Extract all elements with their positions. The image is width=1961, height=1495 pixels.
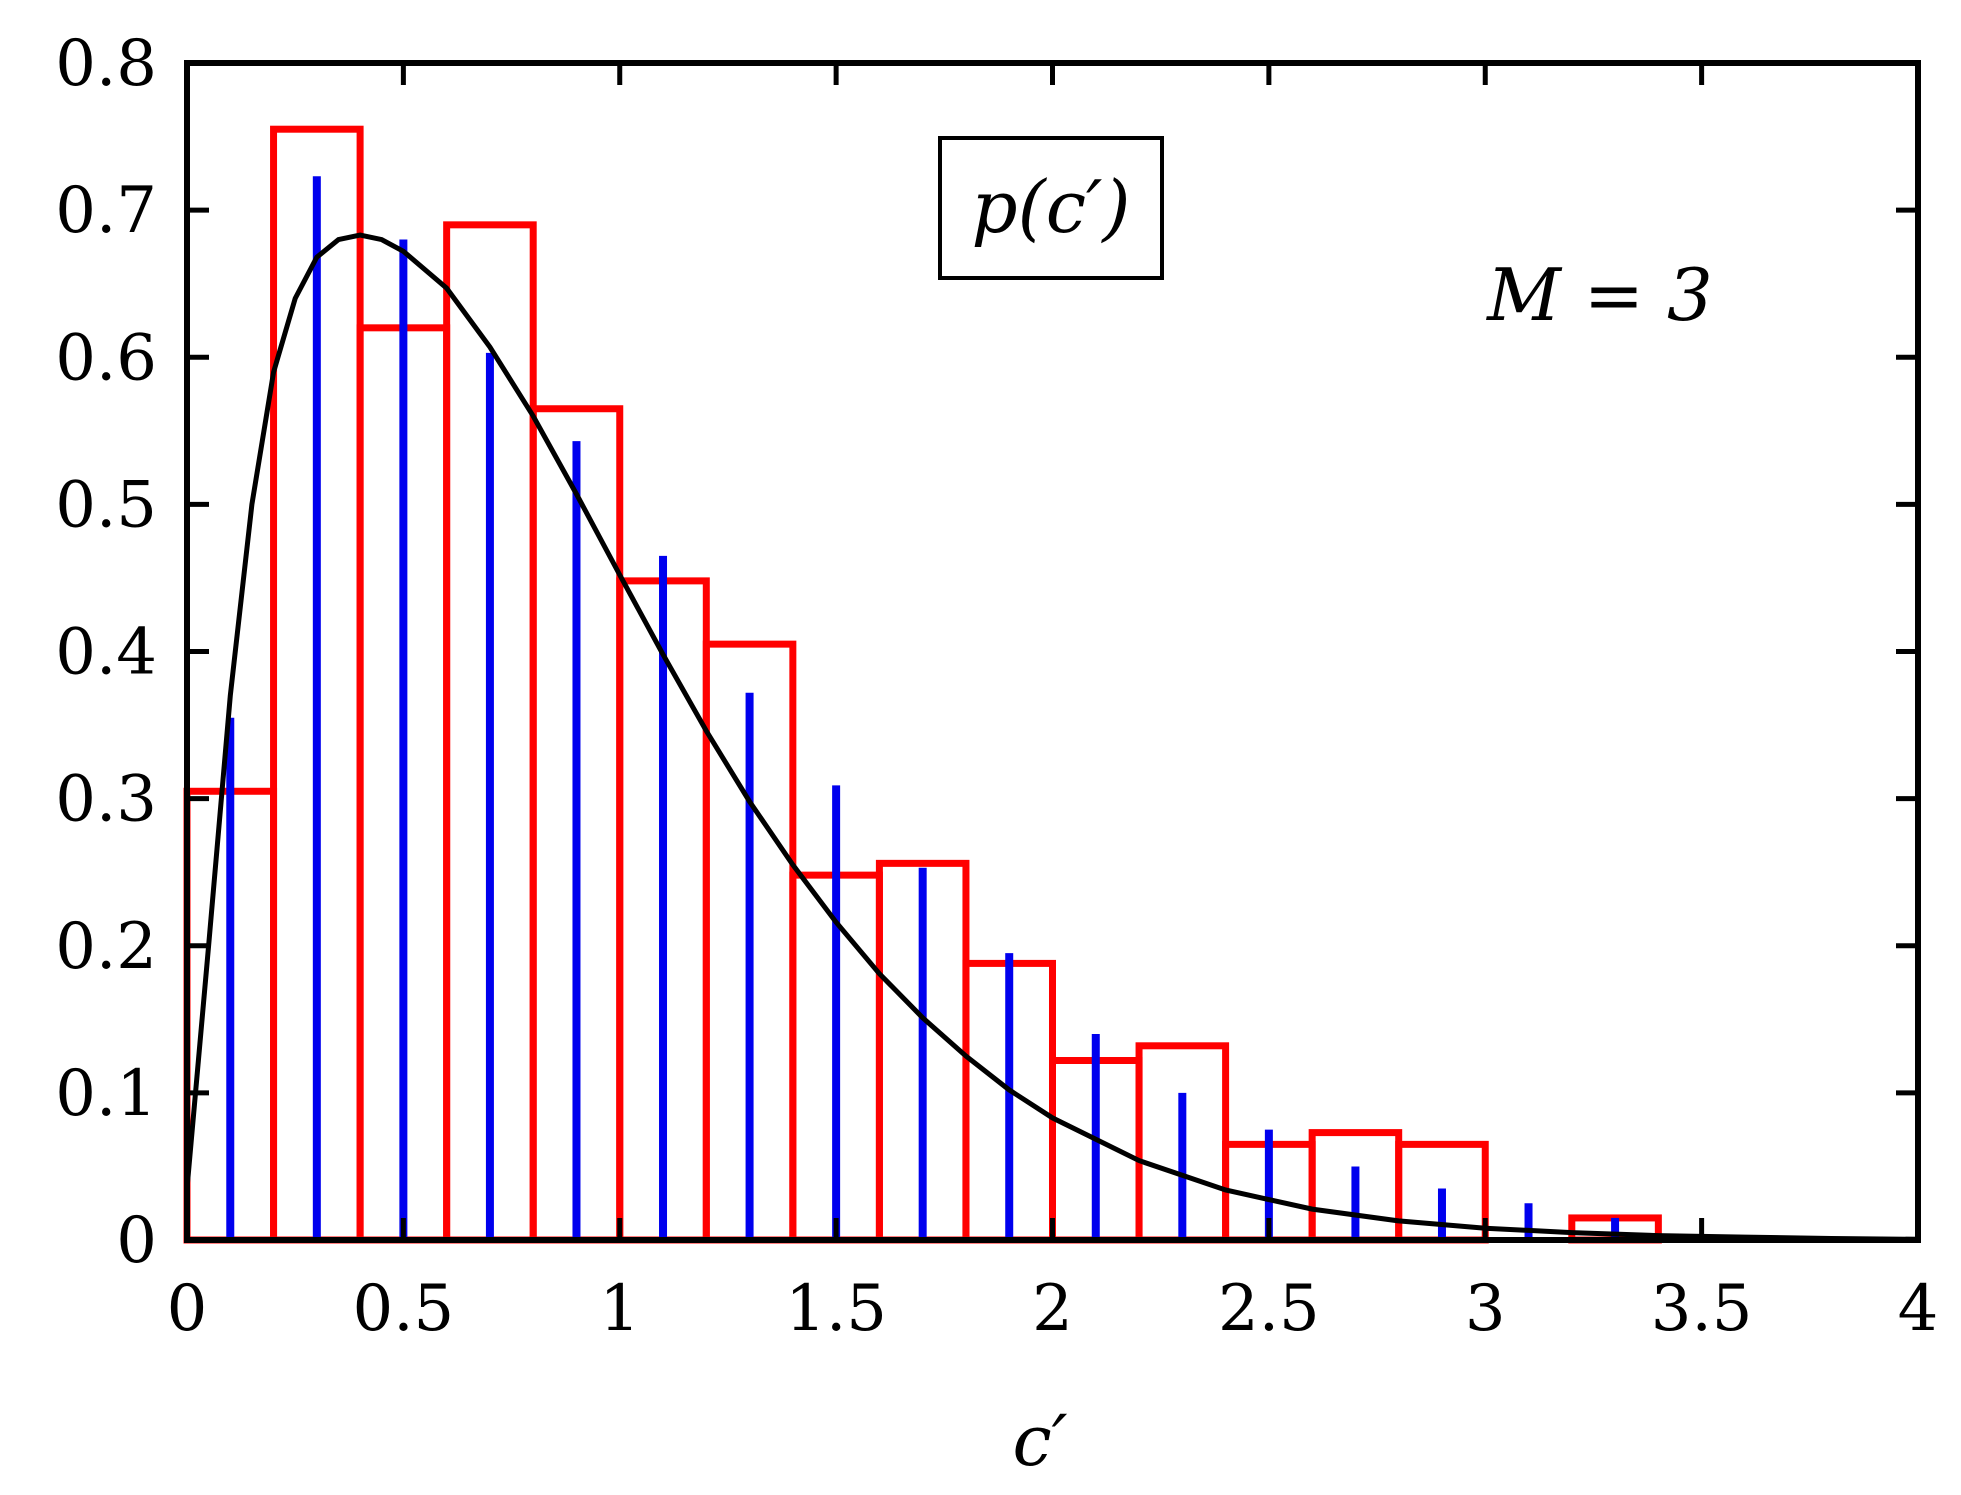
x-tick-label: 2.5 bbox=[1218, 1272, 1320, 1346]
legend-label: p(c′) bbox=[972, 165, 1131, 249]
axis-ticks bbox=[184, 60, 1921, 1243]
x-tick-label: 0.5 bbox=[352, 1272, 454, 1346]
x-tick-label: 1.5 bbox=[785, 1272, 887, 1346]
stem-series bbox=[226, 176, 1620, 1240]
y-tick-label: 0 bbox=[116, 1204, 157, 1278]
x-tick-label: 0 bbox=[167, 1272, 208, 1346]
x-tick-label: 3 bbox=[1465, 1272, 1506, 1346]
y-tick-label: 0.1 bbox=[55, 1057, 157, 1131]
y-tick-label: 0.7 bbox=[55, 174, 157, 248]
y-tick-label: 0.3 bbox=[55, 763, 157, 837]
y-tick-label: 0.2 bbox=[55, 910, 157, 984]
legend-frame bbox=[938, 136, 1164, 280]
x-tick-label: 3.5 bbox=[1651, 1272, 1753, 1346]
legend-box: p(c′) bbox=[938, 136, 1164, 280]
x-tick-label: 4 bbox=[1898, 1272, 1939, 1346]
y-tick-label: 0.4 bbox=[55, 616, 157, 690]
x-tick-labels: 0 0.5 1 1.5 2 2.5 3 3.5 4 bbox=[167, 1272, 1939, 1346]
x-tick-label: 2 bbox=[1032, 1272, 1073, 1346]
density-curve bbox=[184, 232, 1919, 1242]
annotation-m: M = 3 bbox=[1485, 253, 1713, 337]
x-tick-label: 1 bbox=[599, 1272, 640, 1346]
y-tick-label: 0.8 bbox=[55, 27, 157, 101]
y-tick-label: 0.5 bbox=[55, 468, 157, 542]
x-axis-label: c′ bbox=[1012, 1400, 1067, 1482]
y-tick-label: 0.6 bbox=[55, 321, 157, 395]
y-tick-labels: 0 0.1 0.2 0.3 0.4 0.5 0.6 0.7 0.8 bbox=[55, 27, 157, 1278]
